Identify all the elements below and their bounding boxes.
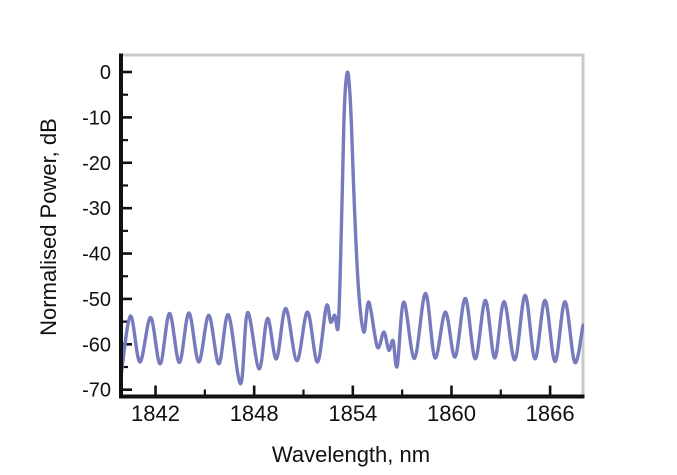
y-tick-label: -20 xyxy=(82,153,111,175)
y-tick-label: -30 xyxy=(82,198,111,220)
y-tick-label: -10 xyxy=(82,107,111,129)
y-axis-title: Normalised Power, dB xyxy=(36,118,61,336)
y-tick-label: 0 xyxy=(100,62,111,84)
spectrum-line xyxy=(121,70,584,386)
x-tick-label: 1860 xyxy=(427,401,476,426)
x-axis-title: Wavelength, nm xyxy=(272,442,430,467)
curve-layer xyxy=(121,70,584,386)
x-tick-label: 1854 xyxy=(328,401,377,426)
x-tick-label: 1866 xyxy=(526,401,575,426)
y-tick-label: -50 xyxy=(82,289,111,311)
y-tick-label: -40 xyxy=(82,244,111,266)
x-tick-label: 1848 xyxy=(230,401,279,426)
axis-ticks xyxy=(123,70,552,395)
x-tick-label: 1842 xyxy=(131,401,180,426)
tick-labels: 0 -10 -20 -30 -40 -50 -60 -70 1842 1848 1854 1860 18… xyxy=(82,62,575,426)
y-tick-label: -70 xyxy=(82,380,111,402)
y-tick-label: -60 xyxy=(82,334,111,356)
